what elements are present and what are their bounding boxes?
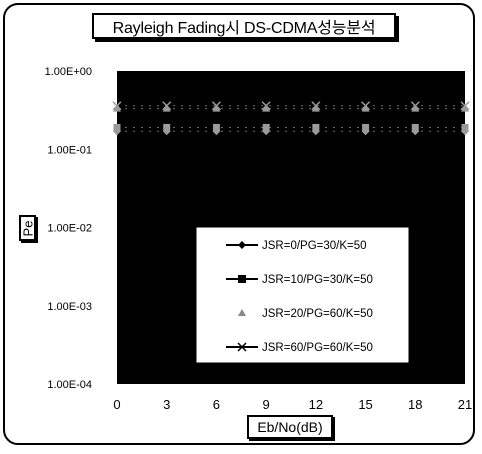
- legend-box: [195, 226, 410, 364]
- data-point: [361, 101, 371, 111]
- legend-item: JSR=20/PG=60/K=50: [238, 308, 373, 320]
- legend-label: JSR=0/PG=30/K=50: [262, 240, 367, 252]
- y-axis-label-box: Pe: [19, 215, 36, 241]
- data-point: [361, 104, 370, 112]
- data-point: [262, 104, 271, 112]
- data-point: [163, 123, 171, 131]
- x-tick-label: 3: [163, 397, 170, 412]
- series-2: [113, 123, 469, 131]
- data-point: [261, 101, 271, 111]
- x-tick-label: 6: [213, 397, 220, 412]
- legend-item: JSR=0/PG=30/K=50: [226, 240, 367, 252]
- legend-item: JSR=10/PG=30/K=50: [226, 274, 373, 286]
- x-axis-ticks: 0 3 6 9 12 15 18 21: [113, 397, 472, 412]
- data-point: [311, 104, 320, 112]
- series-3: [113, 104, 469, 112]
- data-point: [113, 123, 121, 131]
- y-tick-label: 1.00E-01: [47, 144, 92, 156]
- y-tick-label: 1.00E-02: [47, 223, 92, 235]
- data-point: [411, 104, 420, 112]
- x-tick-label: 18: [408, 397, 422, 412]
- x-axis-label: Eb/No(dB): [247, 415, 333, 439]
- data-point: [262, 123, 270, 131]
- y-tick-label: 1.00E+00: [45, 66, 92, 78]
- legend-marker: [238, 275, 246, 283]
- x-tick-label: 12: [309, 397, 323, 412]
- data-point: [461, 123, 469, 131]
- legend-label: JSR=10/PG=30/K=50: [262, 274, 373, 286]
- y-axis-ticks: 1.00E+00 1.00E-01 1.00E-02 1.00E-03 1.00E-04: [45, 66, 92, 391]
- x-tick-label: 0: [113, 397, 120, 412]
- x-tick-label: 15: [358, 397, 372, 412]
- legend-marker: [238, 241, 246, 249]
- data-point: [362, 123, 370, 131]
- data-point: [410, 101, 420, 111]
- data-point: [411, 123, 419, 131]
- legend-label: JSR=20/PG=60/K=50: [262, 308, 373, 320]
- data-point: [162, 104, 171, 112]
- series-4: [112, 101, 470, 111]
- legend-marker: [238, 309, 246, 316]
- x-tick-label: 21: [458, 397, 472, 412]
- data-point: [312, 123, 320, 131]
- data-point: [113, 104, 121, 112]
- series-layer: [112, 101, 470, 136]
- legend-item: JSR=60/PG=60/K=50: [226, 342, 373, 354]
- data-point: [212, 104, 221, 112]
- data-point: [211, 101, 221, 111]
- data-point: [162, 101, 172, 111]
- legend-marker: [237, 342, 247, 352]
- data-point: [212, 123, 220, 131]
- data-point: [112, 101, 122, 111]
- data-point: [461, 104, 469, 112]
- data-point: [311, 101, 321, 111]
- chart-title: Rayleigh Fading시 DS-CDMA성능분석: [92, 13, 396, 39]
- y-tick-label: 1.00E-03: [47, 301, 92, 313]
- legend: JSR=0/PG=30/K=50 JSR=10/PG=30/K=50 JSR=20/…: [195, 226, 410, 364]
- legend-label: JSR=60/PG=60/K=50: [262, 342, 373, 354]
- x-tick-label: 9: [263, 397, 270, 412]
- data-point: [460, 101, 470, 111]
- y-axis-label: Pe: [20, 220, 35, 236]
- y-tick-label: 1.00E-04: [47, 379, 92, 391]
